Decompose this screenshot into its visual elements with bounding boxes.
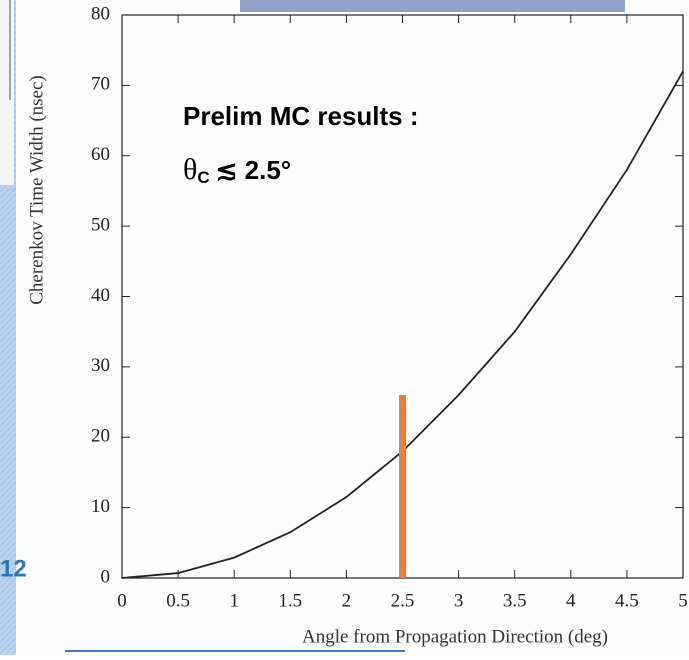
x-tick-label: 3 bbox=[454, 590, 464, 611]
x-tick-label: 0.5 bbox=[166, 590, 190, 611]
x-tick-label: 4.5 bbox=[615, 590, 639, 611]
side-image bbox=[0, 0, 14, 185]
y-axis-label: Cherenkov Time Width (nsec) bbox=[26, 75, 47, 305]
annotation-subscript: C bbox=[197, 168, 209, 187]
annotation-symbol: θ bbox=[183, 153, 197, 186]
y-tick-label: 80 bbox=[91, 3, 110, 24]
x-axis-label: Angle from Propagation Direction (deg) bbox=[302, 626, 608, 647]
y-tick-label: 70 bbox=[91, 74, 110, 95]
y-tick-label: 60 bbox=[91, 144, 110, 165]
plot-panel bbox=[16, 0, 689, 655]
top-image bbox=[240, 0, 625, 12]
x-tick-label: 2.5 bbox=[391, 590, 415, 611]
x-tick-label: 2 bbox=[342, 590, 352, 611]
y-tick-label: 50 bbox=[91, 214, 110, 235]
y-tick-label: 0 bbox=[101, 566, 111, 587]
x-tick-label: 0 bbox=[117, 590, 127, 611]
annotation-text: ≲ 2.5° bbox=[216, 155, 292, 185]
x-tick-label: 1 bbox=[229, 590, 239, 611]
annotation: Prelim MC results : bbox=[183, 101, 419, 131]
x-tick-label: 1.5 bbox=[278, 590, 302, 611]
y-tick-label: 20 bbox=[91, 426, 110, 447]
x-tick-label: 5 bbox=[678, 590, 688, 611]
y-tick-label: 10 bbox=[91, 496, 110, 517]
x-tick-label: 4 bbox=[566, 590, 576, 611]
annotation: θC ≲ 2.5° bbox=[183, 153, 291, 188]
y-tick-label: 40 bbox=[91, 285, 110, 306]
x-tick-label: 3.5 bbox=[503, 590, 527, 611]
y-tick-label: 30 bbox=[91, 355, 110, 376]
fragment: 12 bbox=[0, 555, 27, 582]
